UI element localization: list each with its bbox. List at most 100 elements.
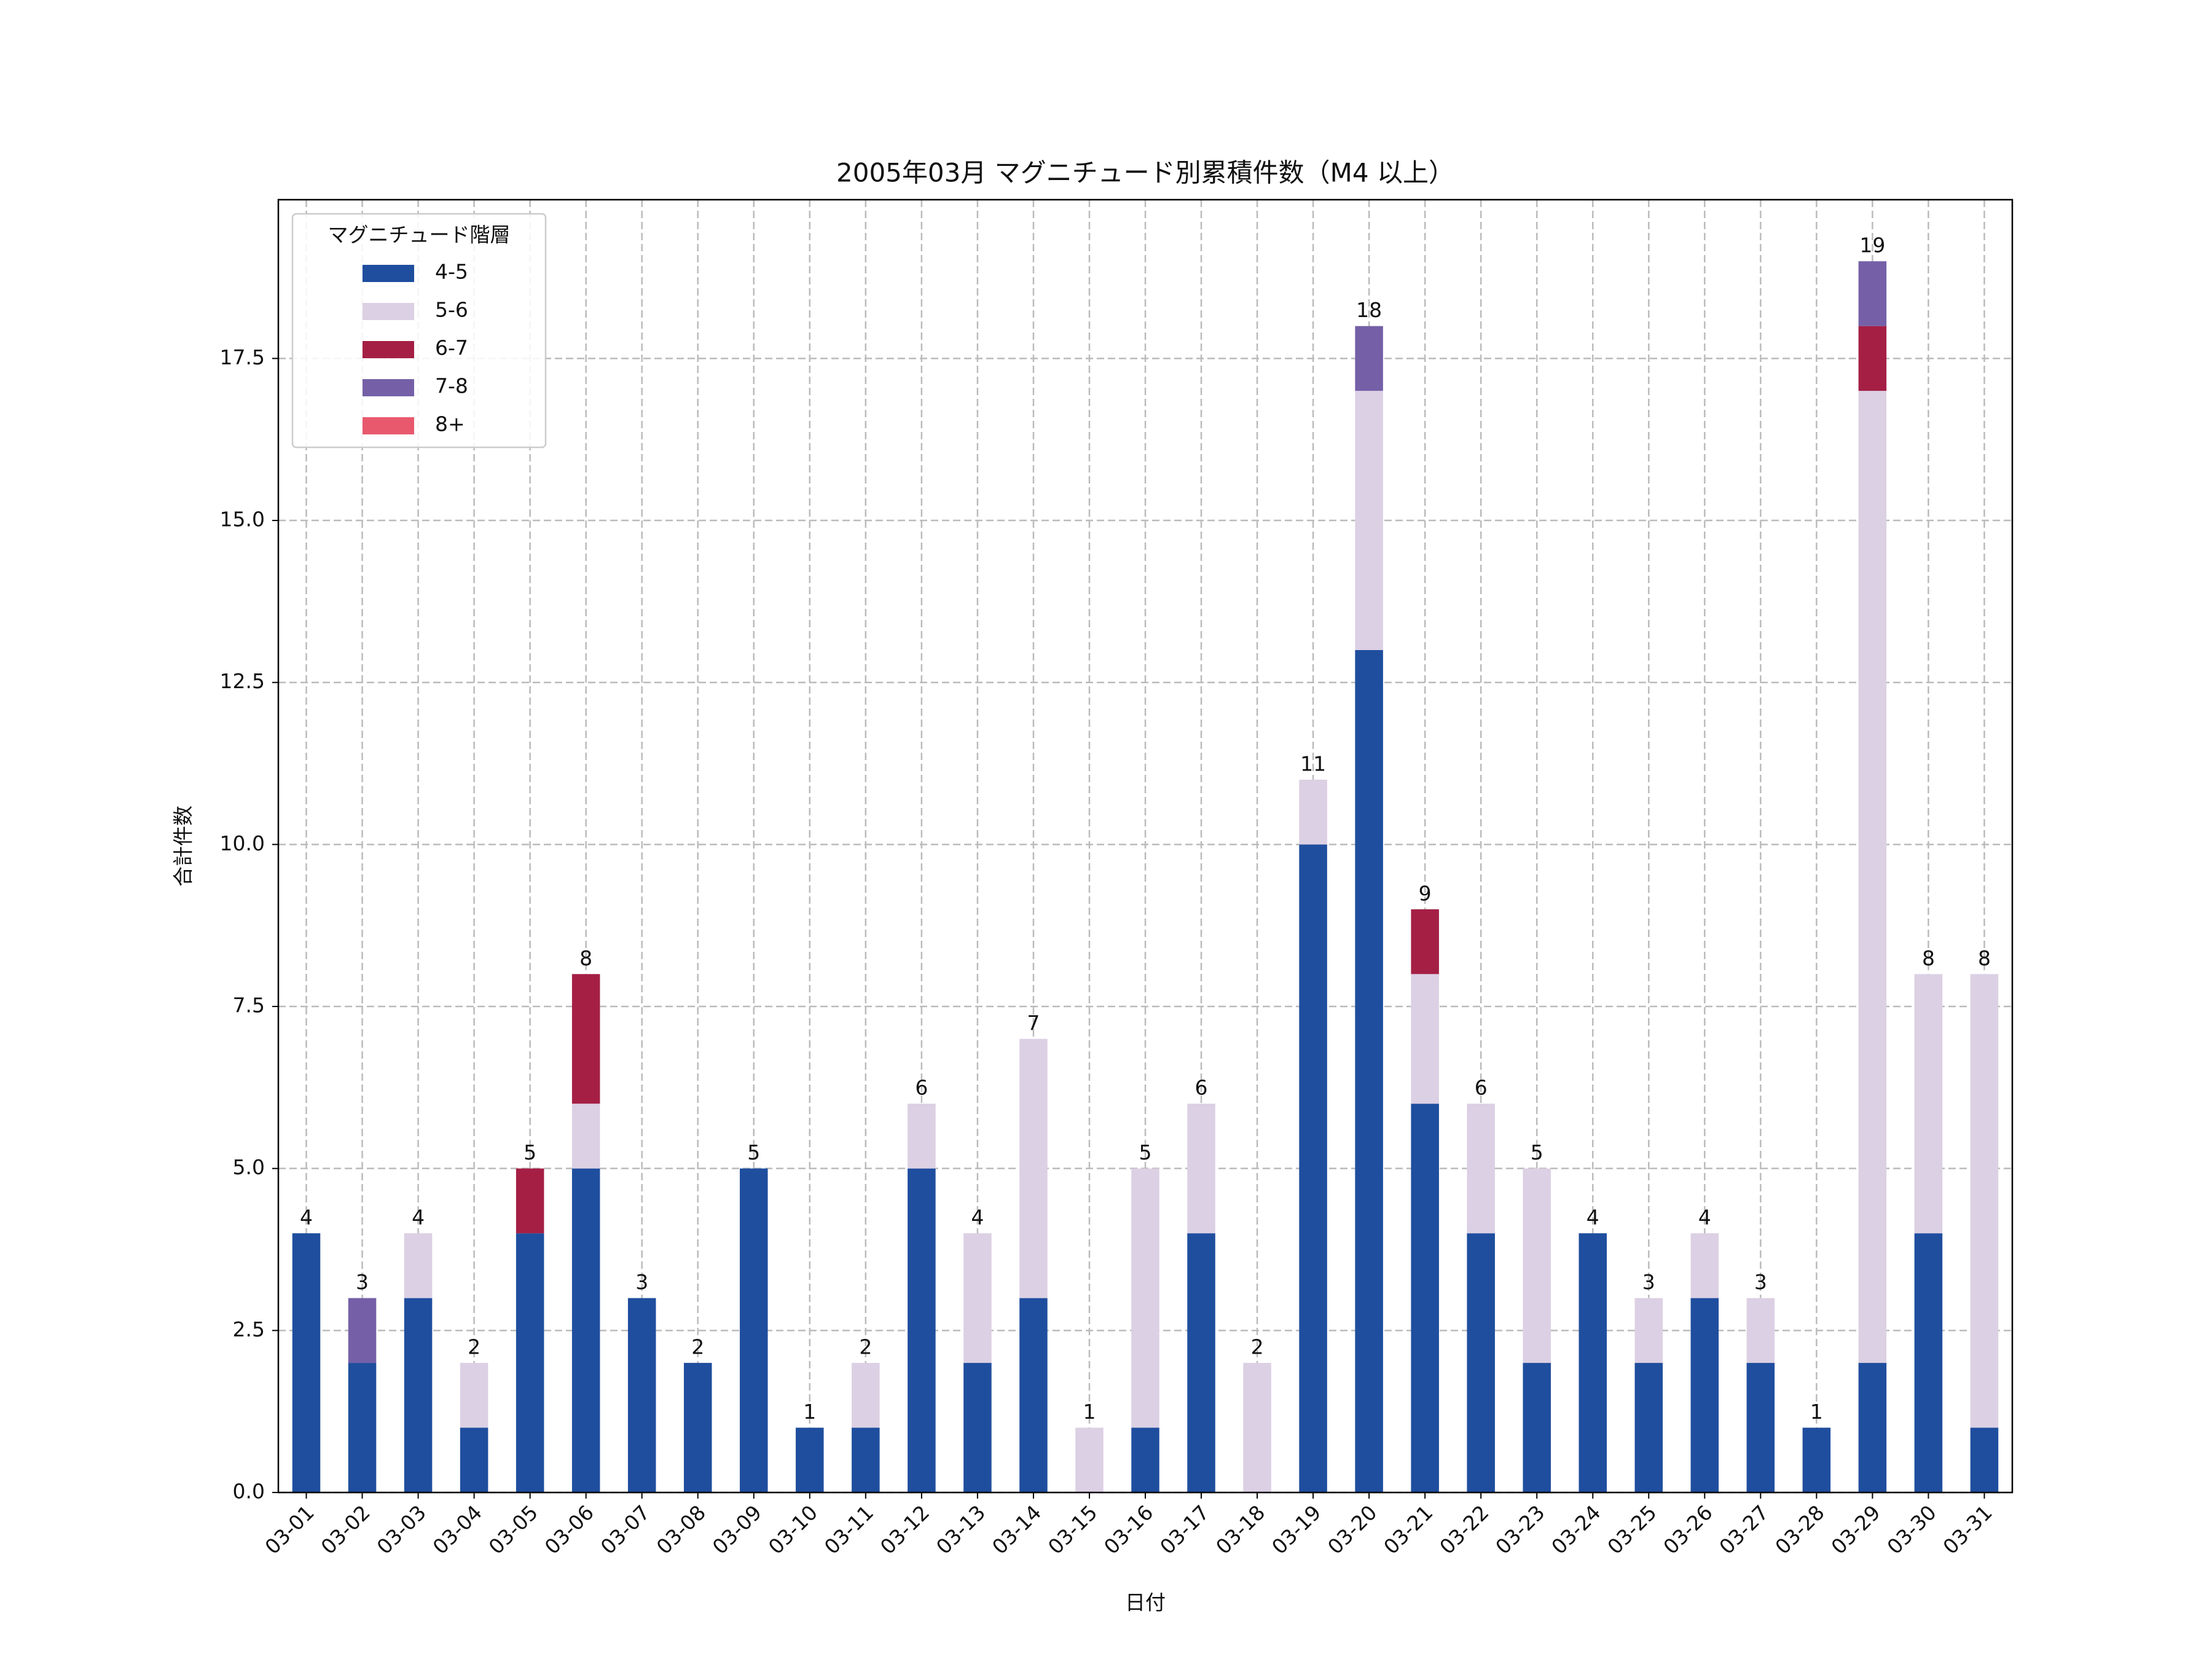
x-tick-label: 03-31 — [1938, 1500, 1996, 1559]
bar-segment — [1914, 1233, 1943, 1492]
legend-label: 8+ — [435, 412, 465, 436]
bar-segment — [908, 1104, 936, 1169]
bar-segment — [1746, 1298, 1775, 1363]
x-axis-label: 日付 — [1125, 1591, 1166, 1615]
total-label: 8 — [579, 946, 592, 970]
x-tick-label: 03-21 — [1379, 1500, 1437, 1559]
bar-segment — [1131, 1427, 1159, 1492]
bar-segment — [1914, 974, 1943, 1234]
bar-segment — [1411, 974, 1439, 1104]
total-label: 5 — [1531, 1140, 1543, 1164]
bar-segment — [1523, 1363, 1551, 1492]
legend-swatch — [363, 379, 414, 396]
x-tick-label: 03-13 — [931, 1500, 990, 1559]
total-label: 19 — [1859, 233, 1885, 257]
x-tick-label: 03-30 — [1882, 1500, 1940, 1559]
total-label: 1 — [803, 1400, 816, 1424]
total-label: 2 — [691, 1335, 704, 1359]
total-label: 6 — [1475, 1076, 1488, 1100]
legend-swatch — [363, 265, 414, 282]
bar-segment — [1970, 1427, 1999, 1492]
x-tick-label: 03-26 — [1658, 1500, 1717, 1559]
bar-segment — [963, 1233, 992, 1363]
legend-box — [291, 213, 547, 449]
bar-segment — [1131, 1168, 1159, 1428]
x-tick-label: 03-08 — [652, 1500, 710, 1559]
y-tick-label: 0.0 — [233, 1480, 265, 1504]
legend-title: マグニチュード階層 — [328, 223, 511, 247]
total-label: 7 — [1027, 1011, 1040, 1035]
bar-segment — [1970, 974, 1999, 1428]
total-label: 5 — [524, 1140, 536, 1164]
x-tick-label: 03-11 — [820, 1500, 878, 1559]
total-label: 4 — [971, 1206, 984, 1230]
y-tick-label: 10.0 — [220, 831, 265, 855]
total-label: 1 — [1083, 1400, 1096, 1424]
x-tick-label: 03-25 — [1602, 1500, 1661, 1559]
bar-segment — [1858, 326, 1887, 391]
bar-segment — [1858, 1363, 1887, 1492]
legend-label: 4-5 — [435, 260, 468, 284]
total-label: 6 — [1195, 1076, 1208, 1100]
bar-segment — [1299, 779, 1327, 845]
y-tick-label: 15.0 — [220, 508, 265, 531]
x-tick-label: 03-10 — [764, 1500, 822, 1559]
x-tick-label: 03-28 — [1770, 1500, 1829, 1559]
bar-segment — [796, 1427, 824, 1492]
y-axis-label: 合計件数 — [171, 806, 195, 887]
y-tick-label: 7.5 — [233, 994, 265, 1018]
total-label: 4 — [412, 1206, 425, 1230]
total-label: 5 — [747, 1140, 760, 1164]
y-tick-label: 12.5 — [220, 669, 265, 693]
total-label: 6 — [915, 1076, 928, 1100]
bar-segment — [1858, 261, 1887, 326]
bar-segment — [1187, 1233, 1215, 1492]
x-tick-label: 03-05 — [484, 1500, 543, 1559]
bar-segment — [1187, 1104, 1215, 1234]
x-tick-label: 03-17 — [1155, 1500, 1214, 1559]
chart-title: 2005年03月 マグニチュード別累積件数（M4 以上） — [836, 158, 1454, 188]
total-label: 4 — [300, 1206, 313, 1230]
x-tick-label: 03-27 — [1714, 1500, 1773, 1559]
bar-segment — [963, 1363, 992, 1492]
bar-segment — [1634, 1363, 1663, 1492]
legend-swatch — [363, 303, 414, 320]
bar-segment — [1019, 1298, 1048, 1492]
x-tick-label: 03-23 — [1491, 1500, 1549, 1559]
total-label: 18 — [1356, 298, 1382, 322]
bar-segment — [852, 1363, 880, 1428]
legend-label: 6-7 — [435, 336, 468, 360]
bar-segment — [1802, 1427, 1831, 1492]
total-label: 3 — [1642, 1270, 1655, 1294]
y-tick-label: 5.0 — [233, 1155, 265, 1179]
total-label: 4 — [1698, 1206, 1711, 1230]
bar-segment — [1355, 649, 1383, 1492]
total-label: 8 — [1922, 946, 1935, 970]
total-label: 11 — [1300, 751, 1326, 775]
bar-segment — [740, 1168, 768, 1492]
total-label: 2 — [859, 1335, 872, 1359]
y-tick-label: 17.5 — [220, 345, 265, 369]
total-label: 4 — [1586, 1206, 1599, 1230]
total-label: 2 — [468, 1335, 480, 1359]
x-tick-label: 03-16 — [1099, 1500, 1158, 1559]
bar-segment — [1019, 1038, 1048, 1298]
x-tick-label: 03-19 — [1267, 1500, 1325, 1559]
x-tick-label: 03-07 — [596, 1500, 654, 1559]
bar-segment — [1634, 1298, 1663, 1363]
bar-segment — [460, 1427, 488, 1492]
bar-segment — [516, 1168, 544, 1234]
bar-segment — [1355, 391, 1383, 650]
total-label: 9 — [1419, 881, 1432, 905]
bar-segment — [404, 1233, 433, 1298]
x-tick-label: 03-02 — [316, 1500, 375, 1559]
bar-segment — [571, 974, 600, 1104]
x-tick-label: 03-15 — [1043, 1500, 1102, 1559]
x-tick-label: 03-20 — [1323, 1500, 1381, 1559]
x-tick-label: 03-29 — [1826, 1500, 1885, 1559]
bar-segment — [1690, 1233, 1719, 1298]
total-label: 8 — [1978, 946, 1991, 970]
total-label: 5 — [1139, 1140, 1152, 1164]
bar-segment — [292, 1233, 321, 1492]
